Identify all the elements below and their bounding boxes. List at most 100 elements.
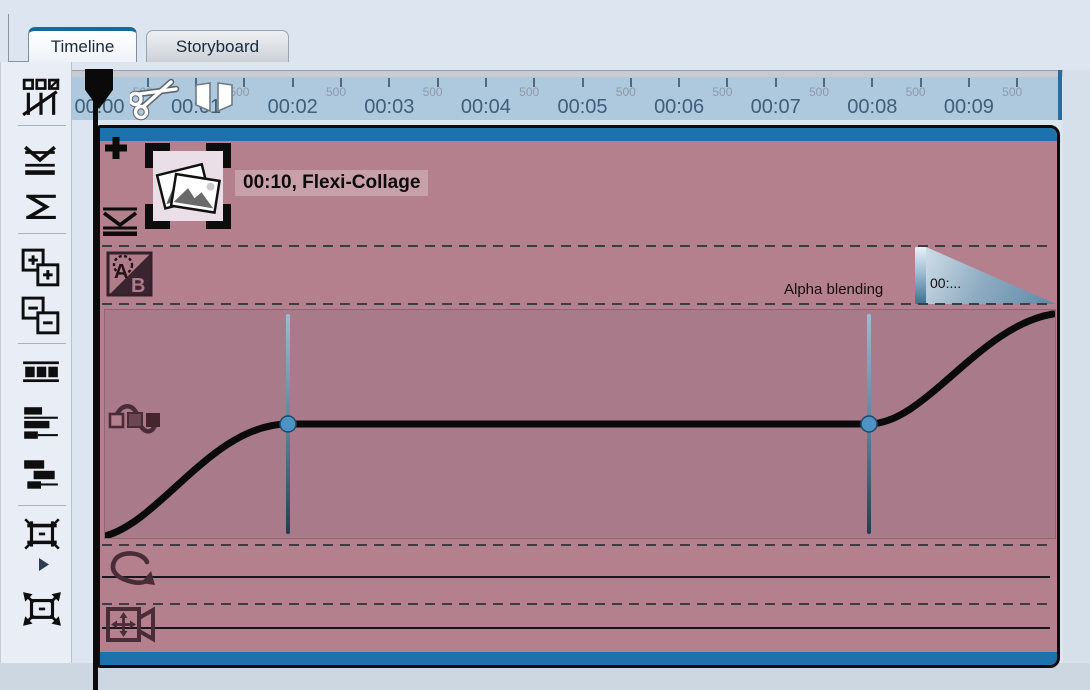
- ruler-second-label: 00:03: [364, 96, 415, 118]
- collapse-track-icon[interactable]: [101, 206, 139, 236]
- ruler-tick: [340, 78, 342, 87]
- ruler-second-label: 00:04: [460, 96, 511, 118]
- svg-text:A: A: [114, 261, 128, 283]
- clip-bottom-bar: [100, 652, 1057, 665]
- ruler-half-second-label: 500: [808, 85, 830, 99]
- ruler-tick: [871, 78, 874, 87]
- mouse-mode-objects-icon: [22, 78, 60, 117]
- filmstrip-view-button[interactable]: [21, 358, 67, 400]
- track-view-button[interactable]: [21, 405, 67, 447]
- alpha-curve: [101, 310, 1057, 540]
- optimize-view-flyout-arrow[interactable]: [39, 558, 49, 571]
- track-view-icon: [24, 407, 58, 439]
- ruler-tick: [967, 78, 970, 87]
- zoom-in-objects-button[interactable]: [21, 248, 67, 290]
- ruler-tick: [533, 78, 536, 87]
- ruler-tick: [823, 78, 825, 87]
- ruler-tick: [195, 78, 198, 87]
- ruler-tick: [1016, 78, 1019, 87]
- mouse-mode-toolbar: [0, 62, 72, 663]
- clip-top-bar: [100, 128, 1057, 141]
- ruler-tick: [291, 78, 294, 87]
- curve-mode-icon: [26, 194, 56, 220]
- ruler-half-second-label: 500: [519, 85, 540, 99]
- mouse-mode-objects-button[interactable]: [21, 78, 67, 120]
- ruler-tick: [678, 78, 681, 87]
- alpha-envelope-curve[interactable]: [101, 310, 1057, 540]
- clip-title: 00:10, Flexi-Collage: [235, 170, 429, 196]
- ab-transition-icon[interactable]: A B: [106, 251, 153, 297]
- panel-edge-line: [8, 14, 9, 62]
- ruler-half-second-label: 500: [905, 85, 926, 99]
- zoom-in-objects-icon: [21, 248, 60, 287]
- ruler-tick: [484, 78, 487, 87]
- ruler-second-label: 00:07: [750, 96, 801, 118]
- ruler-half-second-label: 500: [229, 85, 250, 99]
- keyframe-dot-2[interactable]: [860, 415, 878, 433]
- tab-storyboard[interactable]: Storyboard: [146, 30, 289, 62]
- alpha-curve-panel[interactable]: [101, 309, 1057, 540]
- ruler-top-strip: [72, 70, 1063, 77]
- ruler-second-label: 00:05: [557, 96, 608, 118]
- transition-duration: 00:...: [930, 275, 962, 291]
- ruler-tick: [388, 78, 391, 87]
- ruler-second-label: 00:08: [847, 96, 898, 118]
- ruler-tick: [629, 78, 632, 87]
- ruler-end-marker: [1058, 70, 1062, 120]
- row-divider: [102, 603, 1050, 605]
- camera-pan-icon[interactable]: [105, 602, 157, 648]
- zoom-out-objects-button[interactable]: [21, 296, 67, 338]
- zoom-out-objects-icon: [21, 296, 60, 335]
- maximize-view-icon: [23, 592, 61, 626]
- optimize-view-button[interactable]: [21, 516, 67, 558]
- row-divider: [102, 544, 1050, 546]
- toolbar-separator: [18, 343, 66, 344]
- keyframe-objects-icon[interactable]: [108, 398, 160, 446]
- toolbar-separator: [18, 125, 66, 126]
- flexi-collage-clip[interactable]: 00:10, Flexi-Collage A B Alpha blending …: [97, 125, 1060, 668]
- ruler-second-label: 00:02: [267, 96, 318, 118]
- curve-baseline: [102, 627, 1050, 629]
- tab-timeline[interactable]: Timeline: [28, 27, 137, 62]
- ruler-tick: [243, 78, 246, 87]
- overview-view-icon: [24, 460, 58, 489]
- tab-underline: [8, 61, 29, 62]
- right-gutter: [1063, 70, 1090, 690]
- curve-mode-button[interactable]: [21, 190, 67, 232]
- ruler-tick: [436, 78, 439, 87]
- ruler-half-second-label: 500: [422, 85, 443, 99]
- maximize-view-button[interactable]: [21, 590, 67, 632]
- transition-handle-bar[interactable]: [915, 247, 926, 304]
- ruler-half-second-label: 500: [712, 85, 733, 99]
- split-range-markers-icon[interactable]: [194, 82, 234, 116]
- row-divider: [102, 245, 1050, 247]
- ruler-tick: [726, 78, 729, 87]
- curve-baseline: [102, 576, 1050, 578]
- ruler-second-label: 00:06: [654, 96, 705, 118]
- optimize-view-icon: [24, 518, 60, 550]
- ruler-half-second-label: 500: [325, 85, 347, 99]
- collage-thumbnail[interactable]: [145, 143, 231, 229]
- svg-text:B: B: [131, 275, 145, 297]
- ruler-half-second-label: 500: [1002, 85, 1023, 99]
- ruler-second-label: 00:09: [943, 96, 994, 118]
- ruler-half-second-label: 500: [615, 85, 636, 99]
- ruler-tick: [581, 78, 584, 87]
- ruler-tick: [919, 78, 922, 87]
- row-divider: [102, 303, 1050, 305]
- insert-ripple-mode-button[interactable]: [21, 142, 67, 184]
- scissors-icon[interactable]: [130, 76, 182, 124]
- ruler-tick: [146, 78, 149, 87]
- ruler-tick: [774, 78, 777, 87]
- animation-path-icon[interactable]: [105, 550, 155, 604]
- toolbar-separator: [18, 233, 66, 234]
- time-ruler[interactable]: 00:0000:0100:0200:0300:0400:0500:0600:07…: [72, 77, 1060, 120]
- add-effect-icon[interactable]: [104, 136, 128, 160]
- playhead-line: [93, 70, 98, 690]
- overview-view-button[interactable]: [21, 458, 67, 500]
- filmstrip-view-icon: [23, 361, 59, 383]
- insert-ripple-icon: [24, 145, 56, 175]
- keyframe-dot-1[interactable]: [279, 415, 297, 433]
- toolbar-separator: [18, 505, 66, 506]
